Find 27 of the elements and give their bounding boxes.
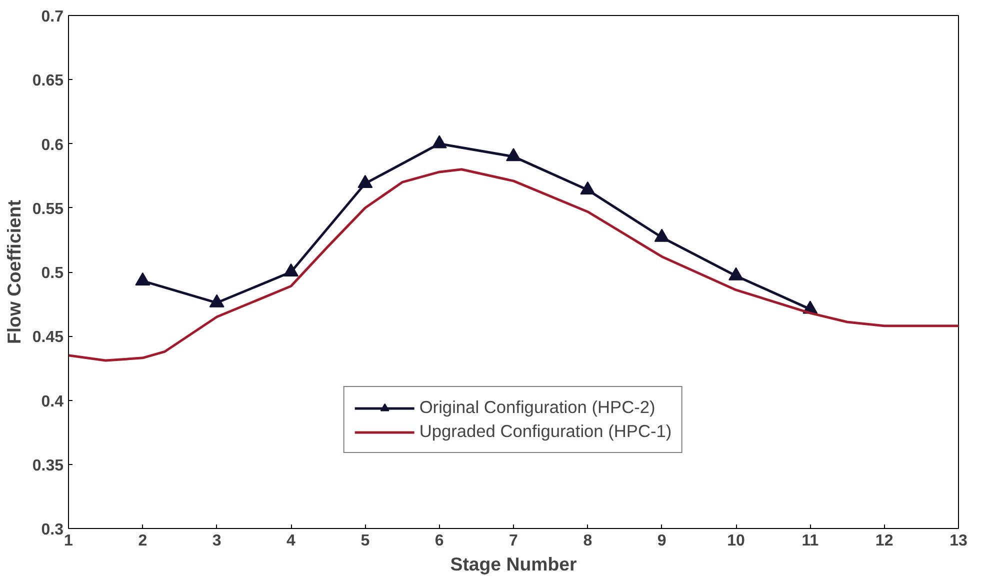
line-series xyxy=(68,168,958,362)
y-tick-label: 0.5 xyxy=(41,265,64,282)
x-tick-label: 7 xyxy=(509,532,518,550)
y-tick-label: 0.35 xyxy=(32,457,64,474)
y-tick-label: 0.55 xyxy=(32,200,64,218)
x-tick-label: 9 xyxy=(657,532,666,550)
legend-label: Upgraded Configuration (HPC-1) xyxy=(419,421,672,442)
x-tick-label: 5 xyxy=(360,532,370,550)
y-tick-label: 0.4 xyxy=(41,393,64,410)
x-tick-label: 10 xyxy=(727,532,745,550)
y-tick-label: 0.3 xyxy=(41,522,64,538)
y-tick-label: 0.65 xyxy=(32,72,64,90)
x-tick-label: 1 xyxy=(64,532,74,550)
x-tick-label: 11 xyxy=(802,532,819,550)
y-tick-label: 0.45 xyxy=(32,329,64,346)
y-tick-label: 0.7 xyxy=(41,8,64,26)
x-tick-label: 3 xyxy=(212,532,222,550)
y-tick-label: 0.6 xyxy=(41,136,64,154)
x-tick-label: 4 xyxy=(286,532,296,550)
x-tick-label: 2 xyxy=(138,532,148,550)
x-tick-label: 6 xyxy=(434,532,444,550)
x-tick-label: 12 xyxy=(875,532,894,550)
x-tick-label: 13 xyxy=(950,532,968,550)
x-axis-title: Stage Number xyxy=(450,554,577,574)
legend-label: Original Configuration (HPC-2) xyxy=(419,397,656,418)
x-tick-label: 8 xyxy=(583,532,592,550)
y-axis-title: Flow Coefficient xyxy=(3,200,24,344)
